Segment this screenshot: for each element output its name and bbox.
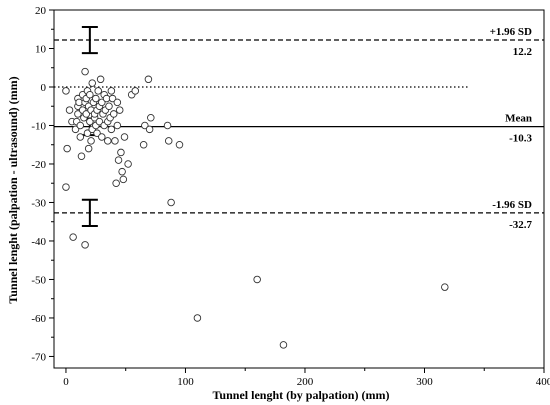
data-point — [131, 87, 140, 95]
data-point — [167, 198, 175, 207]
data-point — [118, 167, 126, 176]
upper-limit-value: 12.2 — [513, 46, 533, 58]
y-tick-label: 10 — [35, 43, 47, 55]
data-point — [104, 137, 112, 145]
data-point — [164, 137, 173, 145]
data-point — [144, 75, 153, 84]
plot-area: 0 100 200 300 40020100-10-20-30-40-50-60-70+… — [31, 5, 550, 388]
data-point — [76, 133, 85, 141]
x-tick-label: 300 — [416, 376, 433, 388]
data-point — [81, 67, 89, 76]
plot-frame — [53, 9, 545, 369]
data-point — [441, 283, 449, 291]
data-point — [76, 121, 85, 130]
y-tick-label: -60 — [31, 313, 46, 325]
data-point — [147, 114, 155, 122]
y-tick-label: 20 — [35, 5, 47, 17]
data-point — [193, 314, 202, 322]
upper-limit-name: +1.96 SD — [490, 26, 532, 38]
data-point — [87, 137, 95, 145]
data-point — [94, 87, 102, 95]
data-point — [65, 106, 74, 114]
data-point — [141, 121, 149, 130]
data-point — [107, 87, 116, 95]
data-point — [63, 144, 71, 153]
data-point — [145, 125, 154, 134]
data-point — [108, 94, 117, 103]
data-point — [117, 148, 125, 157]
data-point — [98, 133, 106, 141]
x-tick-label: 0 — [63, 376, 69, 388]
mean-value: -10.3 — [509, 133, 532, 145]
y-tick-label: -20 — [31, 159, 46, 171]
data-point — [81, 241, 89, 249]
data-point — [175, 140, 184, 149]
data-point — [105, 102, 113, 110]
x-tick-label: 200 — [297, 376, 314, 388]
data-point — [113, 98, 122, 107]
data-point — [77, 152, 86, 161]
data-point — [114, 156, 123, 164]
y-tick-label: -40 — [31, 236, 46, 248]
y-tick-label: 0 — [41, 82, 47, 94]
data-point — [88, 79, 96, 87]
y-axis-label: Tunnel lenght (palpation - ultrasound) (… — [6, 76, 20, 303]
data-point — [92, 94, 100, 103]
data-point — [111, 137, 119, 145]
lower-limit-value: -32.7 — [509, 219, 532, 231]
data-point — [95, 117, 104, 126]
data-point — [124, 160, 132, 168]
data-point — [163, 121, 172, 130]
x-tick-label: 100 — [177, 376, 194, 388]
data-point — [84, 144, 93, 153]
data-point — [62, 183, 70, 191]
data-point — [112, 179, 120, 187]
y-tick-label: -30 — [31, 197, 46, 209]
data-point — [120, 133, 129, 141]
data-point — [119, 175, 128, 184]
data-point — [110, 110, 118, 118]
y-tick-label: -10 — [31, 120, 46, 132]
data-point — [96, 75, 105, 84]
y-tick-label: -70 — [31, 351, 46, 363]
data-point — [71, 125, 80, 134]
data-point — [83, 129, 92, 137]
data-point — [74, 110, 82, 118]
mean-name: Mean — [505, 113, 532, 125]
data-point — [93, 129, 101, 137]
data-point — [82, 110, 91, 118]
data-point — [279, 341, 288, 349]
data-point — [69, 233, 77, 241]
data-point — [115, 106, 124, 114]
data-point — [253, 275, 261, 284]
data-point — [98, 98, 106, 107]
lower-limit-name: -1.96 SD — [492, 199, 532, 211]
data-point — [62, 87, 70, 95]
y-tick-label: -50 — [31, 274, 46, 286]
data-point — [107, 125, 116, 134]
x-tick-label: 400 — [536, 376, 550, 388]
x-axis-label: Tunnel lenght (by palpation) (mm) — [213, 388, 390, 402]
data-point — [86, 117, 94, 126]
data-point — [139, 140, 148, 149]
data-point — [86, 90, 94, 99]
data-point — [113, 121, 122, 130]
